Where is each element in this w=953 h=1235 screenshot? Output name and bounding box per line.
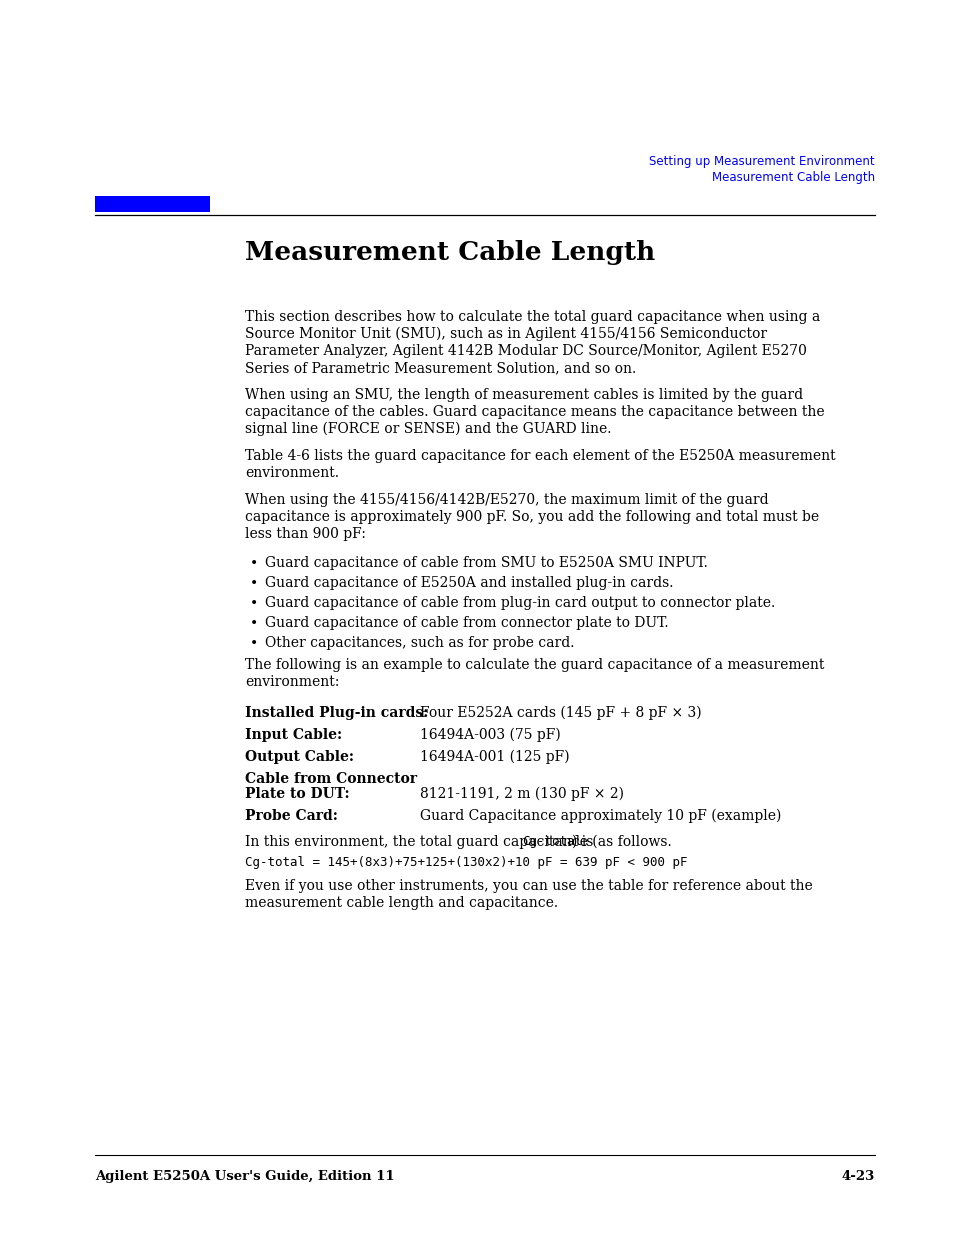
Text: measurement cable length and capacitance.: measurement cable length and capacitance… xyxy=(245,897,558,910)
Text: Guard capacitance of E5250A and installed plug-in cards.: Guard capacitance of E5250A and installe… xyxy=(265,576,673,590)
Text: Four E5252A cards (145 pF + 8 pF × 3): Four E5252A cards (145 pF + 8 pF × 3) xyxy=(419,706,700,720)
Text: Cable from Connector: Cable from Connector xyxy=(245,772,416,785)
Text: Guard Capacitance approximately 10 pF (example): Guard Capacitance approximately 10 pF (e… xyxy=(419,809,781,824)
Text: The following is an example to calculate the guard capacitance of a measurement: The following is an example to calculate… xyxy=(245,658,823,672)
Text: Parameter Analyzer, Agilent 4142B Modular DC Source/Monitor, Agilent E5270: Parameter Analyzer, Agilent 4142B Modula… xyxy=(245,345,806,358)
Text: When using the 4155/4156/4142B/E5270, the maximum limit of the guard: When using the 4155/4156/4142B/E5270, th… xyxy=(245,493,768,508)
Text: Input Cable:: Input Cable: xyxy=(245,727,342,742)
Text: Cg-total: Cg-total xyxy=(522,835,582,848)
Text: environment:: environment: xyxy=(245,676,339,689)
Text: Guard capacitance of cable from connector plate to DUT.: Guard capacitance of cable from connecto… xyxy=(265,616,668,630)
Text: Measurement Cable Length: Measurement Cable Length xyxy=(711,170,874,184)
Text: Setting up Measurement Environment: Setting up Measurement Environment xyxy=(649,156,874,168)
Text: 16494A-003 (75 pF): 16494A-003 (75 pF) xyxy=(419,727,560,742)
Text: In this environment, the total guard capacitance (: In this environment, the total guard cap… xyxy=(245,835,597,850)
Text: Plate to DUT:: Plate to DUT: xyxy=(245,787,349,802)
Text: 16494A-001 (125 pF): 16494A-001 (125 pF) xyxy=(419,750,569,764)
Text: less than 900 pF:: less than 900 pF: xyxy=(245,527,366,541)
Text: •: • xyxy=(250,556,258,571)
Text: signal line (FORCE or SENSE) and the GUARD line.: signal line (FORCE or SENSE) and the GUA… xyxy=(245,422,611,436)
Text: Measurement Cable Length: Measurement Cable Length xyxy=(245,240,655,266)
Text: capacitance is approximately 900 pF. So, you add the following and total must be: capacitance is approximately 900 pF. So,… xyxy=(245,510,819,524)
Text: When using an SMU, the length of measurement cables is limited by the guard: When using an SMU, the length of measure… xyxy=(245,388,802,403)
Bar xyxy=(95,196,210,212)
Text: Guard capacitance of cable from plug-in card output to connector plate.: Guard capacitance of cable from plug-in … xyxy=(265,597,775,610)
Text: This section describes how to calculate the total guard capacitance when using a: This section describes how to calculate … xyxy=(245,310,820,324)
Text: •: • xyxy=(250,636,258,650)
Text: Table 4-6 lists the guard capacitance for each element of the E5250A measurement: Table 4-6 lists the guard capacitance fo… xyxy=(245,450,835,463)
Text: 8121-1191, 2 m (130 pF × 2): 8121-1191, 2 m (130 pF × 2) xyxy=(419,787,623,802)
Text: 4-23: 4-23 xyxy=(841,1170,874,1183)
Text: Series of Parametric Measurement Solution, and so on.: Series of Parametric Measurement Solutio… xyxy=(245,361,636,375)
Text: Probe Card:: Probe Card: xyxy=(245,809,337,823)
Text: •: • xyxy=(250,597,258,610)
Text: ) is as follows.: ) is as follows. xyxy=(572,835,671,848)
Text: Installed Plug-in cards:: Installed Plug-in cards: xyxy=(245,706,428,720)
Text: Guard capacitance of cable from SMU to E5250A SMU INPUT.: Guard capacitance of cable from SMU to E… xyxy=(265,556,707,571)
Text: Even if you use other instruments, you can use the table for reference about the: Even if you use other instruments, you c… xyxy=(245,879,812,893)
Text: environment.: environment. xyxy=(245,466,338,480)
Text: capacitance of the cables. Guard capacitance means the capacitance between the: capacitance of the cables. Guard capacit… xyxy=(245,405,823,419)
Text: Source Monitor Unit (SMU), such as in Agilent 4155/4156 Semiconductor: Source Monitor Unit (SMU), such as in Ag… xyxy=(245,327,766,341)
Text: Other capacitances, such as for probe card.: Other capacitances, such as for probe ca… xyxy=(265,636,574,650)
Text: Cg-total = 145+(8x3)+75+125+(130x2)+10 pF = 639 pF < 900 pF: Cg-total = 145+(8x3)+75+125+(130x2)+10 p… xyxy=(245,856,687,869)
Text: Agilent E5250A User's Guide, Edition 11: Agilent E5250A User's Guide, Edition 11 xyxy=(95,1170,395,1183)
Text: •: • xyxy=(250,616,258,630)
Text: •: • xyxy=(250,576,258,590)
Text: Output Cable:: Output Cable: xyxy=(245,750,354,764)
